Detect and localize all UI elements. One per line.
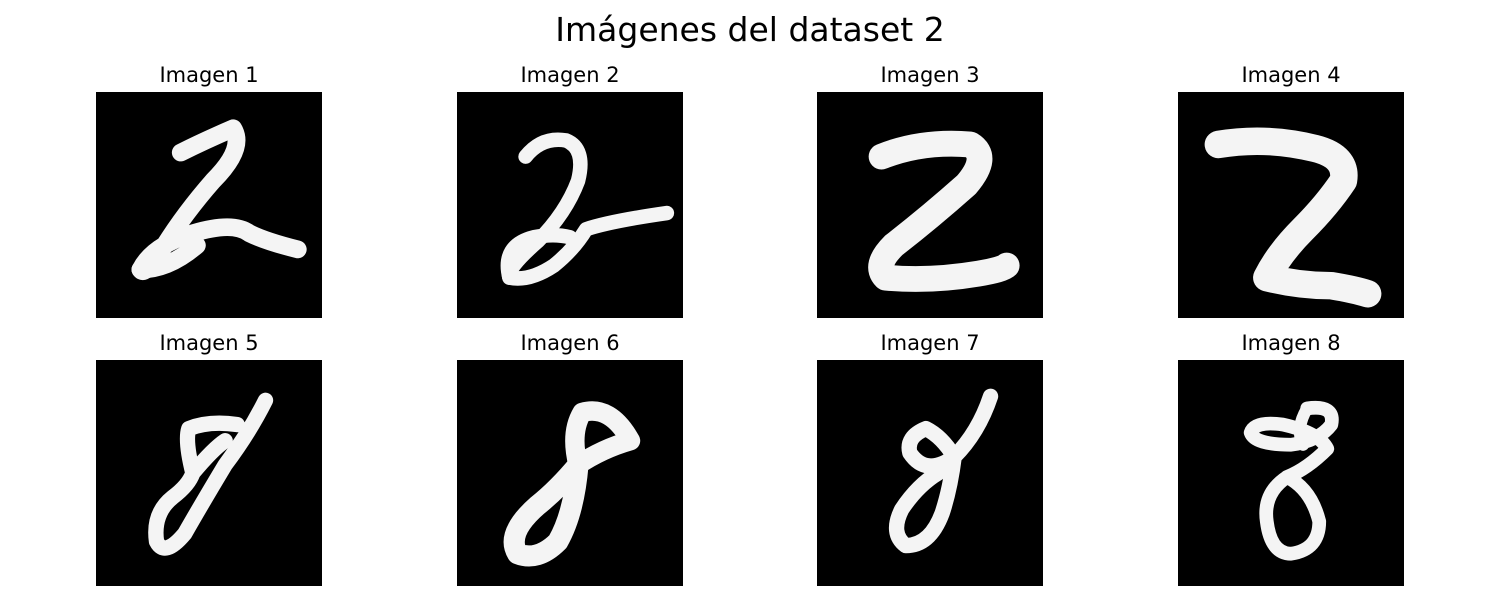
digit-image <box>817 360 1043 586</box>
panel-title: Imagen 5 <box>159 331 259 355</box>
figure-title: Imágenes del dataset 2 <box>555 10 945 49</box>
panel-title: Imagen 8 <box>1241 331 1341 355</box>
panel-title: Imagen 6 <box>520 331 620 355</box>
digit-image <box>457 360 683 586</box>
panel-title: Imagen 1 <box>159 63 259 87</box>
digit-image <box>817 92 1043 318</box>
digit-image <box>1178 92 1404 318</box>
panel-title: Imagen 4 <box>1241 63 1341 87</box>
digit-image <box>457 92 683 318</box>
panel-title: Imagen 3 <box>880 63 980 87</box>
digit-image <box>1178 360 1404 586</box>
digit-image <box>96 360 322 586</box>
digit-image <box>96 92 322 318</box>
panel-title: Imagen 2 <box>520 63 620 87</box>
panel-title: Imagen 7 <box>880 331 980 355</box>
